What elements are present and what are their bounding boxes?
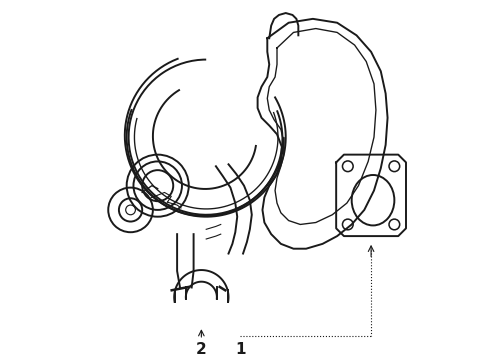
Text: 1: 1 [235, 342, 245, 357]
Text: 2: 2 [196, 342, 207, 357]
